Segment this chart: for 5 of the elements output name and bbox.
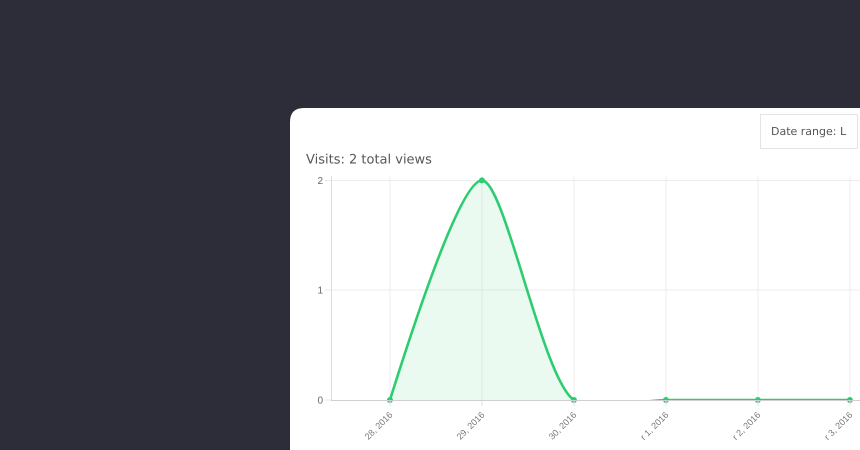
y-tick-label: 1 xyxy=(317,286,324,297)
y-tick-label: 2 xyxy=(317,176,324,187)
y-tick-label: 0 xyxy=(317,396,324,406)
chart-title: Visits: 2 total views xyxy=(306,152,432,168)
text: Date range: L xyxy=(771,125,847,138)
